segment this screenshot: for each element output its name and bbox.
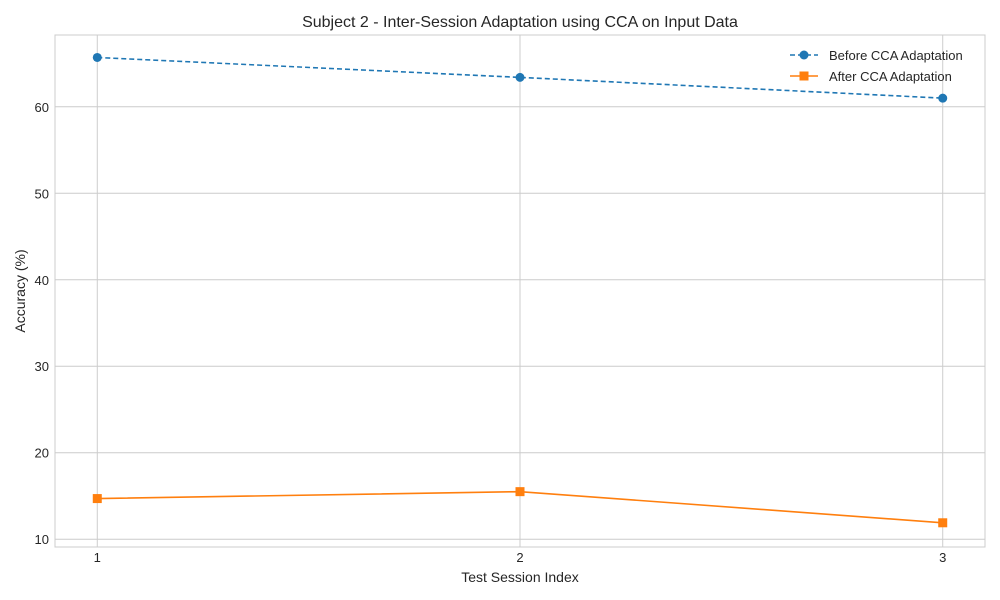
y-tick-label: 60 <box>35 100 49 115</box>
y-tick-label: 10 <box>35 532 49 547</box>
x-tick-label: 3 <box>939 550 946 565</box>
data-point <box>92 52 102 62</box>
grid <box>55 35 985 547</box>
chart-title: Subject 2 - Inter-Session Adaptation usi… <box>302 14 738 31</box>
data-point <box>938 518 948 528</box>
x-tick-label: 1 <box>94 550 101 565</box>
series-line <box>97 56 943 99</box>
x-tick-label: 2 <box>516 550 523 565</box>
legend-marker <box>799 71 809 81</box>
x-axis-title: Test Session Index <box>461 569 579 585</box>
legend-label: After CCA Adaptation <box>829 69 952 84</box>
y-tick-label: 30 <box>35 359 49 374</box>
y-tick-label: 50 <box>35 186 49 201</box>
y-tick-label: 40 <box>35 273 49 288</box>
legend: Before CCA Adaptation After CCA Adaptatio… <box>790 48 963 84</box>
y-axis-ticks: 10 20 30 40 50 60 <box>35 100 49 547</box>
legend-marker <box>799 50 809 60</box>
series-group <box>92 52 948 528</box>
data-point <box>515 487 525 497</box>
data-point <box>938 93 948 103</box>
y-axis-title: Accuracy (%) <box>12 249 28 332</box>
data-point <box>515 72 525 82</box>
plot-frame <box>54 34 986 548</box>
data-point <box>92 494 102 504</box>
y-tick-label: 20 <box>35 446 49 461</box>
x-axis-ticks: 1 2 3 <box>94 550 947 565</box>
legend-label: Before CCA Adaptation <box>829 48 963 63</box>
